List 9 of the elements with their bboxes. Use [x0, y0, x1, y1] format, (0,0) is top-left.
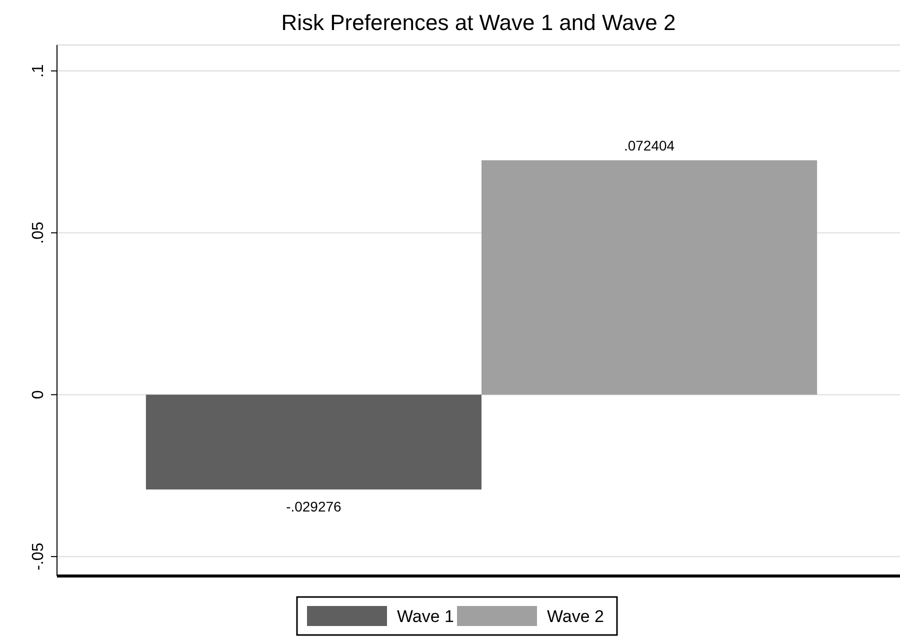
data-label: -.029276 — [286, 498, 342, 514]
legend-label: Wave 1 — [397, 607, 454, 626]
y-tick-label: 0 — [30, 390, 47, 400]
y-tick-label: .1 — [30, 64, 47, 78]
legend-label: Wave 2 — [547, 607, 604, 626]
y-tick-label: -.05 — [30, 542, 47, 570]
data-label: .072404 — [624, 137, 675, 154]
y-tick-label: .05 — [30, 222, 47, 244]
chart-title: Risk Preferences at Wave 1 and Wave 2 — [281, 10, 676, 35]
